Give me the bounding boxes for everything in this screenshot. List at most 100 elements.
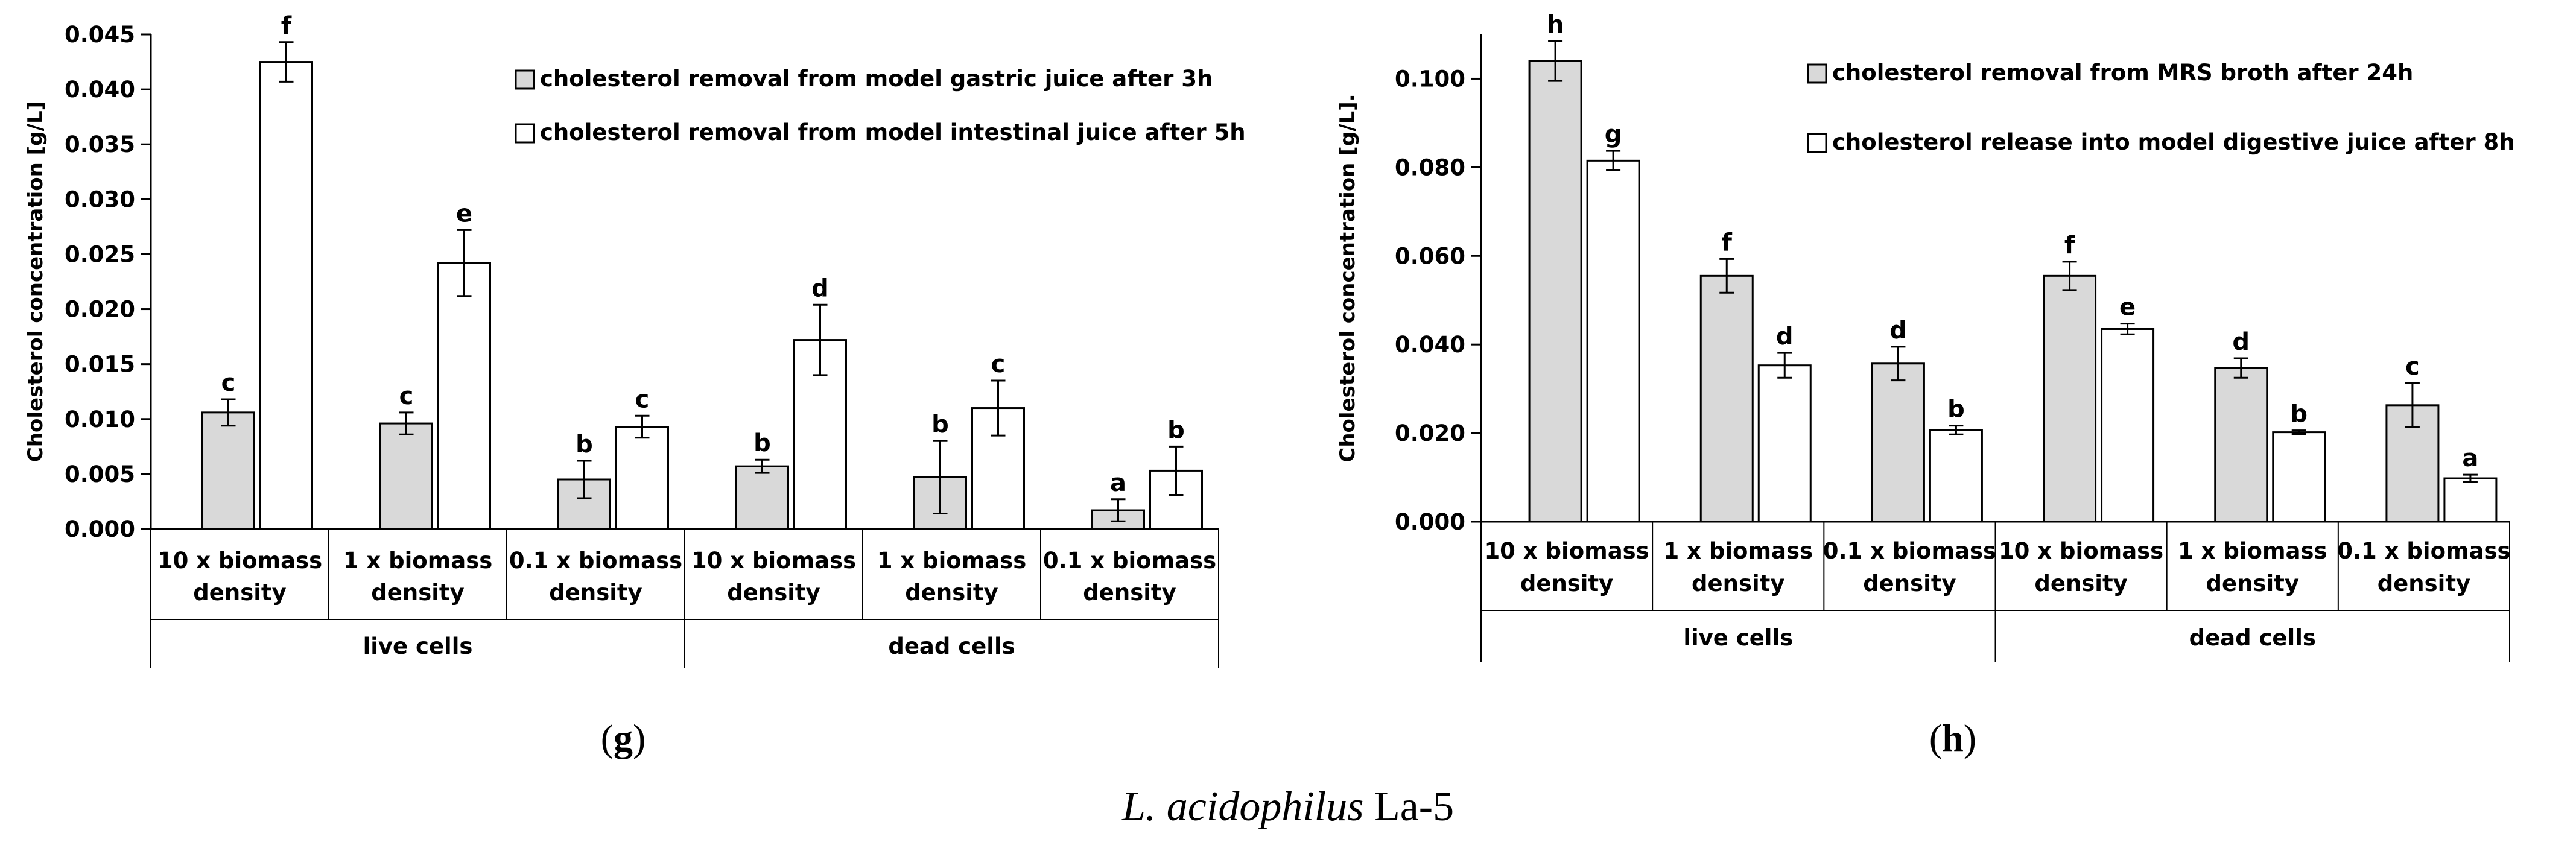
significance-letter-h-s1-4: b: [2290, 400, 2308, 428]
bar-h-s1-4: [2272, 431, 2326, 523]
y-axis-title-h: Cholesterol concentration [g/L].: [1336, 93, 1360, 462]
bar-h-s1-0: [1586, 159, 1640, 523]
significance-letter-g-s1-4: c: [991, 350, 1006, 378]
chart-panel-h: 0.000 0.020 0.040 0.060 0.080 0.100 Cholestero…: [1336, 11, 2515, 662]
legend-swatch-h-0: [1807, 63, 1827, 84]
bar-h-s1-3: [2101, 328, 2155, 523]
y-tick-label-g-1: 0.005: [65, 461, 135, 487]
significance-letter-h-s0-5: c: [2405, 353, 2420, 381]
bar-g-s1-2: [615, 426, 669, 530]
category-label-h-2-line1: 0.1 x biomass: [1823, 538, 1996, 564]
group-label-h-0: live cells: [1683, 625, 1793, 651]
significance-letter-g-s0-0: c: [221, 369, 236, 397]
significance-letter-g-s1-2: c: [635, 385, 650, 413]
significance-letter-g-s0-4: b: [931, 411, 949, 438]
category-label-g-2-line2: density: [549, 580, 642, 606]
category-label-g-3-line1: 10 x biomass: [691, 548, 856, 574]
caption-strain: La-5: [1363, 783, 1454, 830]
significance-letter-g-s1-0: f: [281, 12, 292, 40]
category-label-h-0-line2: density: [1520, 571, 1613, 597]
significance-letter-h-s0-0: h: [1547, 11, 1564, 39]
category-label-g-4-line2: density: [905, 580, 998, 606]
y-tick-label-g-2: 0.010: [65, 407, 135, 432]
category-label-h-1-line1: 1 x biomass: [1663, 538, 1813, 564]
significance-letter-h-s1-3: e: [2119, 294, 2136, 321]
y-tick-label-g-3: 0.015: [65, 352, 135, 378]
legend-label-h-1: cholesterol release into model digestive…: [1832, 129, 2515, 155]
bar-h-s0-2: [1871, 362, 1925, 523]
significance-letter-h-s0-1: f: [1722, 229, 1733, 256]
bar-h-s0-4: [2214, 367, 2268, 523]
group-label-h-1: dead cells: [2189, 625, 2316, 651]
category-label-h-5-line1: 0.1 x biomass: [2337, 538, 2510, 564]
y-tick-label-h-1: 0.020: [1395, 420, 1465, 446]
y-tick-label-g-7: 0.035: [65, 131, 135, 157]
group-label-g-1: dead cells: [888, 633, 1015, 659]
significance-letter-g-s0-1: c: [399, 382, 414, 410]
y-tick-label-g-9: 0.045: [65, 22, 135, 48]
bar-h-s1-1: [1757, 364, 1812, 523]
significance-letter-g-s1-5: b: [1167, 416, 1185, 444]
significance-letter-h-s0-3: f: [2064, 232, 2075, 259]
panel-label-h: (h): [1929, 717, 1976, 759]
category-label-g-1-line1: 1 x biomass: [343, 548, 493, 574]
bar-h-s0-1: [1699, 274, 1754, 523]
category-label-g-4-line1: 1 x biomass: [877, 548, 1027, 574]
category-label-h-4-line1: 1 x biomass: [2178, 538, 2327, 564]
caption-species: L. acidophilus: [1121, 783, 1364, 830]
significance-letter-h-s1-0: g: [1605, 121, 1622, 148]
category-label-h-0-line1: 10 x biomass: [1484, 538, 1649, 564]
chart-panel-g: 0.000 0.005 0.010 0.015 0.020 0.025 0.030 0.035…: [24, 12, 1246, 668]
significance-letter-g-s0-5: a: [1110, 469, 1126, 497]
legend-label-g-0: cholesterol removal from model gastric j…: [540, 66, 1213, 92]
bar-h-s1-5: [2443, 477, 2498, 523]
significance-letter-h-s1-2: b: [1947, 396, 1965, 423]
y-tick-label-h-5: 0.100: [1395, 66, 1465, 92]
category-label-h-3-line1: 10 x biomass: [1999, 538, 2163, 564]
category-label-g-5-line1: 0.1 x biomass: [1043, 548, 1216, 574]
panel-label-g-letter: g: [614, 717, 633, 759]
y-tick-label-h-2: 0.040: [1395, 332, 1465, 358]
y-tick-label-g-6: 0.030: [65, 186, 135, 212]
legend-label-h-0: cholesterol removal from MRS broth after…: [1832, 60, 2413, 86]
panel-label-g: (g): [601, 717, 646, 759]
category-label-h-2-line2: density: [1863, 571, 1956, 597]
group-label-g-0: live cells: [363, 633, 473, 659]
bar-g-s0-1: [379, 422, 433, 530]
significance-letter-g-s1-3: d: [811, 274, 829, 302]
y-tick-label-h-3: 0.060: [1395, 243, 1465, 269]
y-tick-label-g-4: 0.020: [65, 297, 135, 323]
y-tick-label-g-8: 0.040: [65, 77, 135, 103]
bar-g-s1-1: [437, 262, 491, 530]
category-label-g-3-line2: density: [727, 580, 820, 606]
significance-letter-h-s0-2: d: [1889, 317, 1907, 344]
legend-swatch-g-1: [515, 123, 535, 144]
legend-swatch-h-1: [1807, 133, 1827, 153]
bar-h-s0-0: [1528, 60, 1582, 523]
category-label-g-5-line2: density: [1083, 580, 1176, 606]
y-tick-label-g-5: 0.025: [65, 241, 135, 267]
category-label-h-3-line2: density: [2034, 571, 2127, 597]
category-label-h-5-line2: density: [2378, 571, 2470, 597]
significance-letter-g-s0-2: b: [576, 431, 593, 458]
panel-label-h-letter: h: [1942, 717, 1964, 759]
significance-letter-g-s0-3: b: [753, 429, 771, 457]
bar-g-s1-0: [259, 61, 313, 530]
legend-swatch-g-0: [515, 69, 535, 90]
y-axis-title-g: Cholesterol concentration [g/L]: [24, 101, 48, 462]
y-tick-label-h-4: 0.080: [1395, 154, 1465, 180]
bar-g-s0-3: [735, 465, 789, 530]
y-tick-label-g-0: 0.000: [65, 516, 135, 542]
significance-letter-h-s1-5: a: [2462, 445, 2478, 472]
significance-letter-h-s1-1: d: [1776, 323, 1794, 350]
category-label-g-1-line2: density: [371, 580, 464, 606]
bar-h-s0-3: [2043, 274, 2097, 523]
category-label-h-4-line2: density: [2206, 571, 2299, 597]
category-label-g-0-line2: density: [193, 580, 286, 606]
figure-caption: L. acidophilus La-5: [1121, 783, 1454, 830]
category-label-g-2-line1: 0.1 x biomass: [509, 548, 682, 574]
y-tick-label-h-0: 0.000: [1395, 509, 1465, 535]
category-label-h-1-line2: density: [1692, 571, 1784, 597]
bar-h-s1-2: [1929, 429, 1983, 523]
